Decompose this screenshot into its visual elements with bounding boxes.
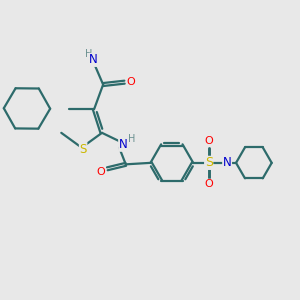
Text: H: H — [128, 134, 135, 144]
Text: N: N — [119, 138, 128, 151]
Text: S: S — [80, 142, 87, 156]
Text: O: O — [127, 77, 135, 87]
Text: S: S — [205, 156, 213, 170]
Text: H: H — [85, 49, 92, 59]
Text: N: N — [223, 156, 232, 170]
Text: O: O — [204, 136, 213, 146]
Text: O: O — [96, 167, 105, 177]
Text: N: N — [89, 53, 98, 66]
Text: O: O — [204, 179, 213, 189]
